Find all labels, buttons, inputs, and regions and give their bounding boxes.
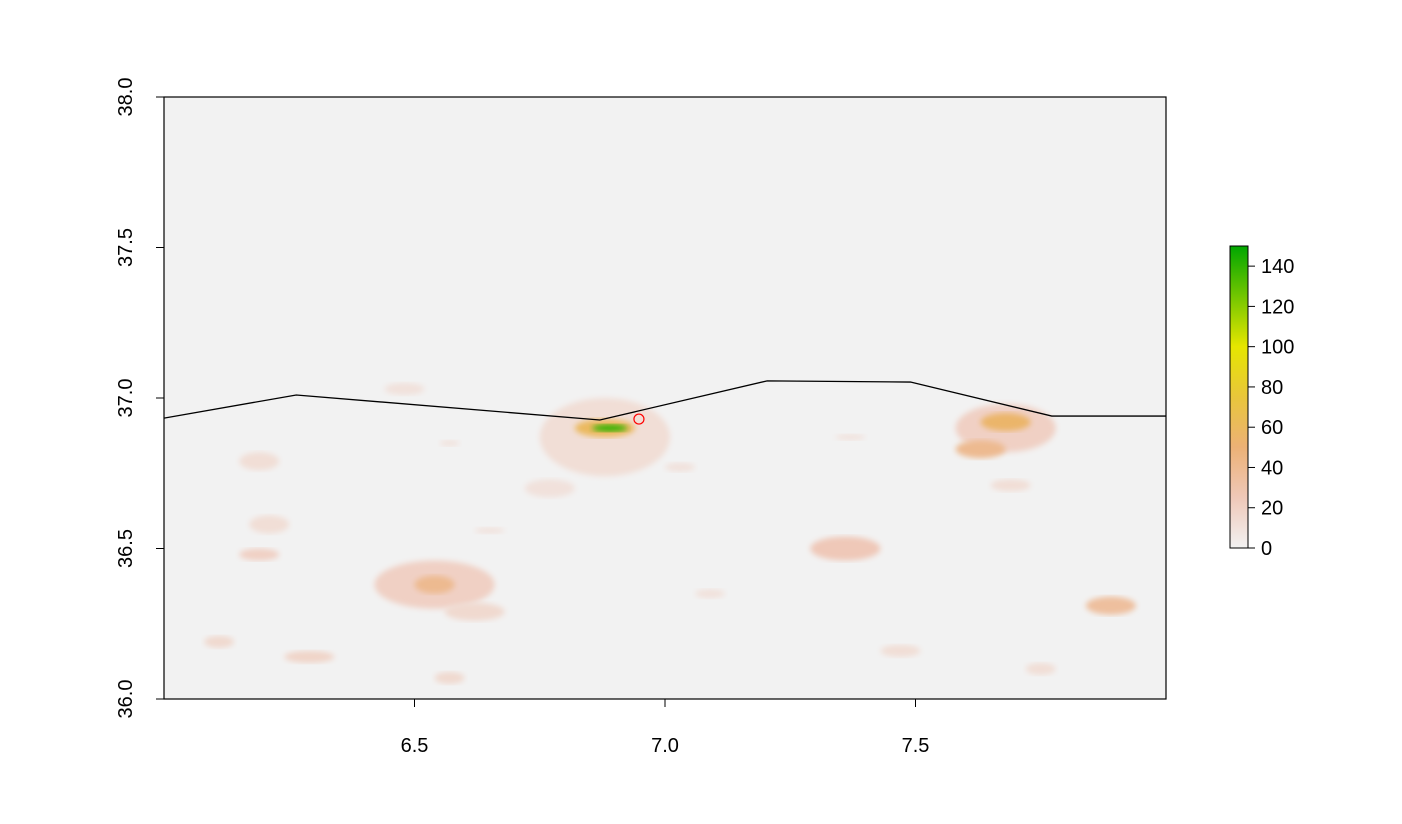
colorbar-tick-label: 0 [1261,538,1272,560]
raster-cell [592,424,628,432]
raster-cell [384,382,425,395]
raster-cell [239,548,280,561]
raster-cell [444,602,505,621]
raster-cell [434,671,465,684]
raster-cell [810,536,881,561]
point [633,413,645,425]
y-tick-label: 37.0 [115,379,137,418]
raster-background [164,97,1166,699]
colorbar-tick-label: 140 [1261,256,1294,278]
raster-cell [1085,596,1136,615]
colorbar-tick-label: 20 [1261,498,1283,520]
raster-cell [1025,662,1056,675]
raster-cell [524,479,575,498]
raster-cell [239,452,280,471]
y-tick-label: 38.0 [115,78,137,117]
x-tick-label: 6.5 [401,735,429,757]
colorbar [1229,245,1249,549]
raster-cell [474,527,505,534]
raster-cell [980,413,1031,432]
raster-cell [249,515,290,534]
raster-cell [990,479,1031,492]
colorbar-tick-label: 40 [1261,457,1283,479]
y-tick-label: 36.5 [115,529,137,568]
x-tick-label: 7.0 [651,735,679,757]
colorbar-tick-label: 60 [1261,417,1283,439]
x-tick-label: 7.5 [902,735,930,757]
raster-cell [414,575,455,594]
raster-cell [665,462,696,472]
raster-cell [880,644,921,657]
raster-cell [955,440,1006,459]
raster-cell [835,434,866,441]
boundary-line [164,380,1166,421]
y-tick-label: 37.5 [115,228,137,267]
colorbar-tick-label: 120 [1261,296,1294,318]
raster-cell [695,589,726,599]
colorbar-tick-label: 100 [1261,337,1294,359]
raster-cell [284,650,335,663]
raster-layer [164,380,1166,684]
raster-cell [204,635,235,648]
y-tick-label: 36.0 [115,680,137,719]
colorbar-tick-label: 80 [1261,377,1283,399]
raster-cell [439,440,460,447]
